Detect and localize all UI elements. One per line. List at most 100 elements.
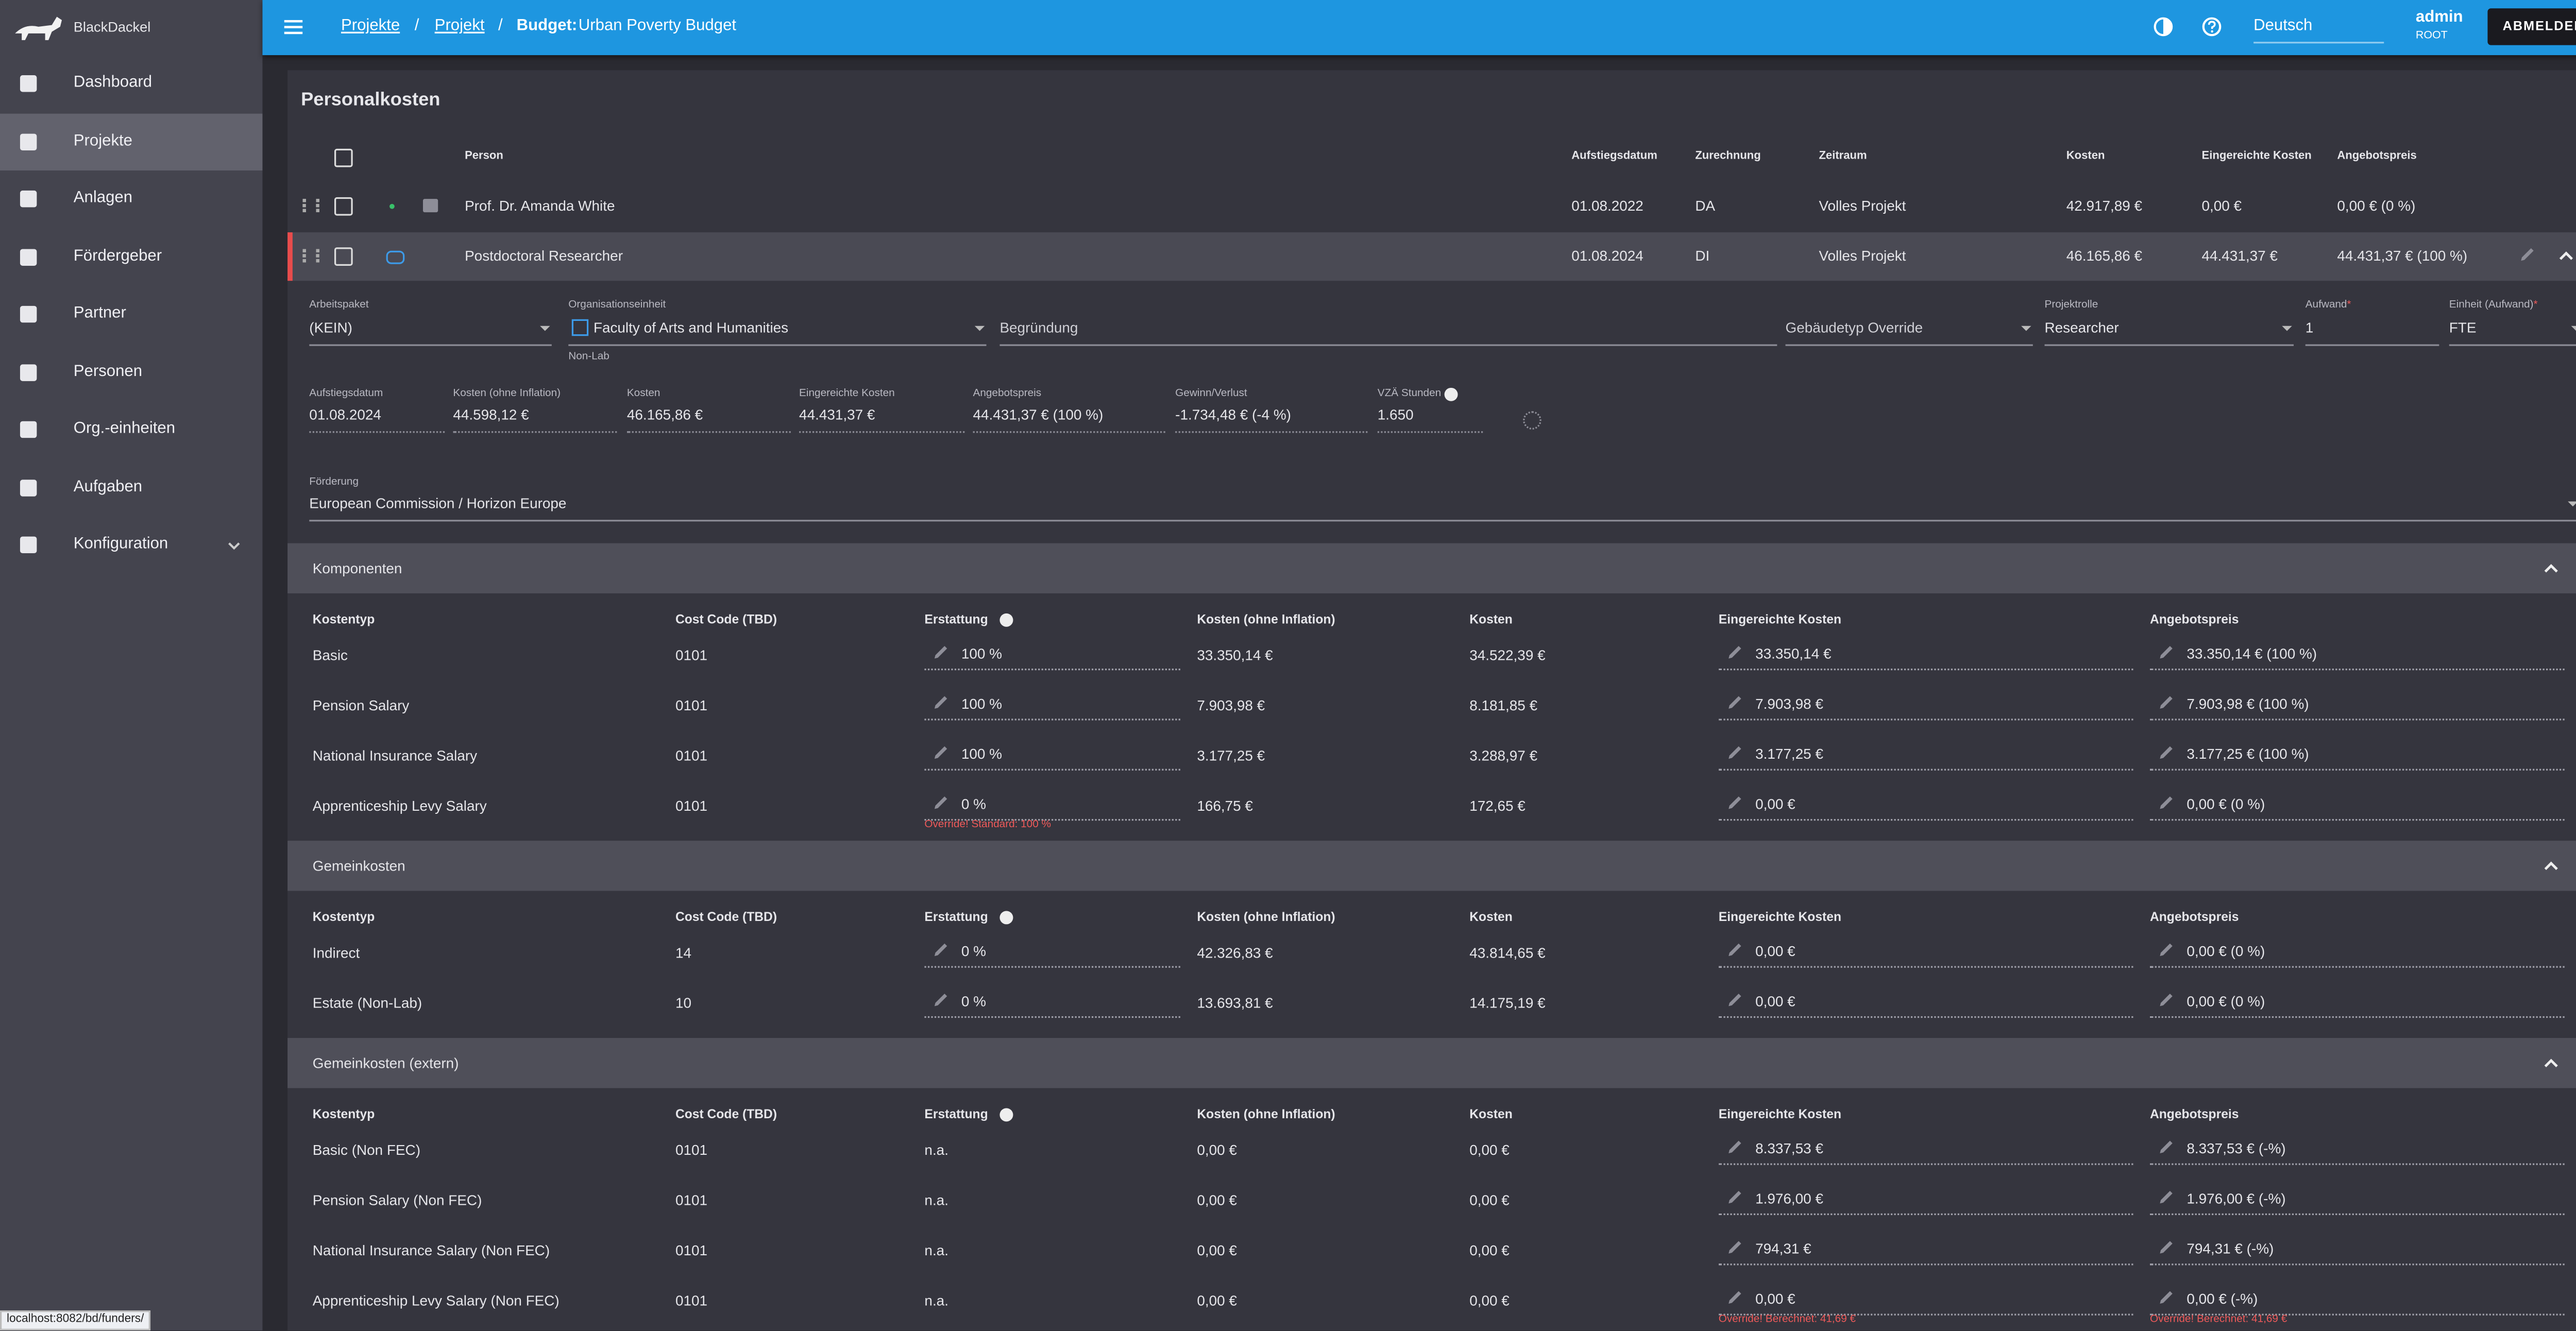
dropdown-arrow[interactable] [2021, 326, 2031, 331]
editable-cell[interactable]: 8.337,53 € [1755, 1140, 1823, 1157]
nav-item[interactable]: Anlagen [73, 189, 133, 208]
edit-icon[interactable] [1727, 643, 1743, 660]
field-placeholder[interactable]: Gebäudetyp Override [1785, 319, 1923, 336]
nav-item[interactable]: Partner [73, 304, 126, 323]
drag-handle[interactable] [302, 249, 319, 263]
edit-icon[interactable] [933, 643, 950, 660]
edit-icon[interactable] [2158, 694, 2175, 710]
edit-icon[interactable] [2158, 1289, 2175, 1305]
editable-cell[interactable]: 100 % [961, 695, 1002, 712]
breadcrumb-link[interactable]: Projekt [434, 16, 485, 36]
language-select[interactable]: Deutsch [2253, 16, 2313, 36]
edit-icon[interactable] [2158, 1238, 2175, 1255]
editable-cell[interactable]: 8.337,53 € (-%) [2187, 1140, 2286, 1157]
checkbox[interactable] [334, 247, 353, 266]
dropdown-arrow[interactable] [974, 326, 985, 331]
edit-icon[interactable] [2158, 744, 2175, 760]
field-value[interactable]: (KEIN) [309, 319, 352, 336]
edit-icon[interactable] [2519, 246, 2536, 262]
edit-icon[interactable] [1727, 1289, 1743, 1305]
field-value[interactable]: FTE [2449, 319, 2477, 336]
editable-cell[interactable]: 7.903,98 € (100 %) [2187, 695, 2309, 712]
field-value[interactable]: Researcher [2044, 319, 2119, 336]
editable-cell[interactable]: 100 % [961, 645, 1002, 662]
checkbox[interactable] [334, 197, 353, 216]
field-underline [1785, 344, 2033, 346]
editable-cell[interactable]: 0,00 € [1755, 943, 1795, 960]
editable-cell[interactable]: 794,31 € (-%) [2187, 1240, 2274, 1257]
nav-item[interactable]: Org.-einheiten [73, 419, 176, 438]
breadcrumb-link[interactable]: Projekte [341, 16, 400, 36]
editable-cell[interactable]: 0,00 € [1755, 993, 1795, 1010]
edit-icon[interactable] [1727, 1238, 1743, 1255]
edit-icon[interactable] [933, 941, 950, 958]
editable-cell[interactable]: 3.177,25 € [1755, 745, 1823, 762]
nav-item[interactable]: Dashboard [73, 73, 152, 92]
editable-cell[interactable]: 0 % [961, 943, 986, 960]
editable-cell[interactable]: 0,00 € (0 %) [2187, 993, 2265, 1010]
toggle-icon[interactable] [2558, 249, 2574, 262]
theme-toggle[interactable] [2153, 16, 2173, 37]
edit-icon[interactable] [1727, 941, 1743, 958]
editable-cell[interactable]: 0,00 € [1755, 795, 1795, 813]
logout-label[interactable]: ABMELDEN [2502, 18, 2576, 33]
edit-icon[interactable] [933, 794, 950, 810]
editable-cell[interactable]: 0,00 € (-%) [2187, 1290, 2258, 1307]
edit-icon[interactable] [933, 991, 950, 1008]
nav-item[interactable]: Personen [73, 362, 143, 381]
toggle-icon[interactable] [2543, 1056, 2559, 1070]
edit-icon[interactable] [2158, 794, 2175, 810]
edit-icon[interactable] [2158, 991, 2175, 1008]
group-header[interactable] [287, 841, 2576, 891]
editable-cell[interactable]: 100 % [961, 745, 1002, 762]
menu-button[interactable] [284, 19, 303, 35]
drag-handle[interactable] [302, 199, 319, 213]
checkbox[interactable] [334, 148, 353, 167]
editable-cell[interactable]: 33.350,14 € [1755, 645, 1832, 662]
field-value[interactable]: 1 [2305, 319, 2314, 336]
comment-icon[interactable] [422, 199, 438, 213]
toggle-icon[interactable] [226, 538, 242, 552]
field-value[interactable]: European Commission / Horizon Europe [309, 494, 567, 511]
edit-icon[interactable] [1727, 1188, 1743, 1205]
editable-cell[interactable]: 0,00 € (0 %) [2187, 795, 2265, 813]
editable-cell[interactable]: 33.350,14 € (100 %) [2187, 645, 2317, 662]
edit-icon[interactable] [1727, 991, 1743, 1008]
field-placeholder[interactable]: Begründung [999, 319, 1078, 336]
editable-cell[interactable]: 0,00 € [1755, 1290, 1795, 1307]
edit-icon[interactable] [2158, 1138, 2175, 1155]
editable-cell[interactable]: 1.976,00 € [1755, 1190, 1823, 1207]
edit-icon[interactable] [2158, 1188, 2175, 1205]
toggle-icon[interactable] [2543, 561, 2559, 575]
editable-cell[interactable]: 0,00 € (0 %) [2187, 943, 2265, 960]
editable-cell[interactable]: 1.976,00 € (-%) [2187, 1190, 2286, 1207]
logout-button[interactable] [2487, 8, 2576, 45]
dropdown-arrow[interactable] [540, 326, 550, 331]
edit-icon[interactable] [2158, 941, 2175, 958]
field-value[interactable]: Faculty of Arts and Humanities [593, 319, 789, 336]
dropdown-arrow[interactable] [2282, 326, 2292, 331]
dropdown-arrow[interactable] [2568, 501, 2576, 507]
editable-cell[interactable]: 3.177,25 € (100 %) [2187, 745, 2309, 762]
edit-icon[interactable] [933, 694, 950, 710]
edit-icon[interactable] [933, 744, 950, 760]
nav-item[interactable]: Konfiguration [73, 535, 168, 554]
edit-icon[interactable] [1727, 744, 1743, 760]
edit-icon[interactable] [1727, 694, 1743, 710]
edit-icon[interactable] [2158, 643, 2175, 660]
editable-cell[interactable]: 794,31 € [1755, 1240, 1811, 1257]
group-header[interactable] [287, 543, 2576, 593]
nav-item[interactable]: Projekte [73, 131, 133, 150]
group-header[interactable] [287, 1038, 2576, 1088]
edit-icon[interactable] [1727, 1138, 1743, 1155]
dropdown-arrow[interactable] [2571, 326, 2576, 331]
editable-cell[interactable]: 0 % [961, 993, 986, 1010]
settings-icon[interactable] [1523, 411, 1541, 430]
edit-icon[interactable] [1727, 794, 1743, 810]
editable-cell[interactable]: 0 % [961, 795, 986, 813]
toggle-icon[interactable] [2543, 859, 2559, 873]
help-button[interactable] [2202, 16, 2222, 37]
editable-cell[interactable]: 7.903,98 € [1755, 695, 1823, 712]
nav-item[interactable]: Fördergeber [73, 246, 162, 265]
nav-item[interactable]: Aufgaben [73, 477, 143, 496]
